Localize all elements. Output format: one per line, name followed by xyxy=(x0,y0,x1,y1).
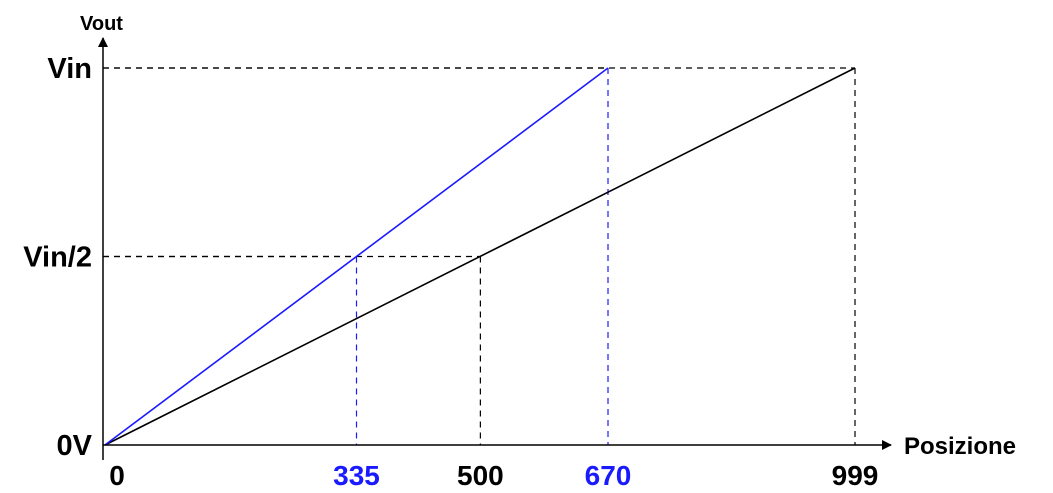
series-line-1 xyxy=(104,67,609,446)
y-tick-label-2: Vin xyxy=(47,53,92,85)
y-axis-title: Vout xyxy=(80,13,123,35)
x-tick-label-3: 670 xyxy=(585,460,632,491)
y-tick-label-1: Vin/2 xyxy=(23,242,92,274)
y-tick-label-0: 0V xyxy=(57,430,93,462)
x-tick-labels: 0 335 500 670 999 xyxy=(109,460,878,491)
x-axis-title: Posizione xyxy=(904,433,1016,460)
guides-layer xyxy=(103,67,856,445)
x-tick-label-0: 0 xyxy=(109,460,125,491)
x-tick-label-2: 500 xyxy=(457,460,504,491)
x-tick-label-4: 999 xyxy=(832,460,879,491)
series-line-0 xyxy=(104,67,856,446)
series-layer xyxy=(104,67,856,446)
x-tick-label-1: 335 xyxy=(333,460,380,491)
y-tick-labels: 0V Vin/2 Vin xyxy=(23,53,92,462)
